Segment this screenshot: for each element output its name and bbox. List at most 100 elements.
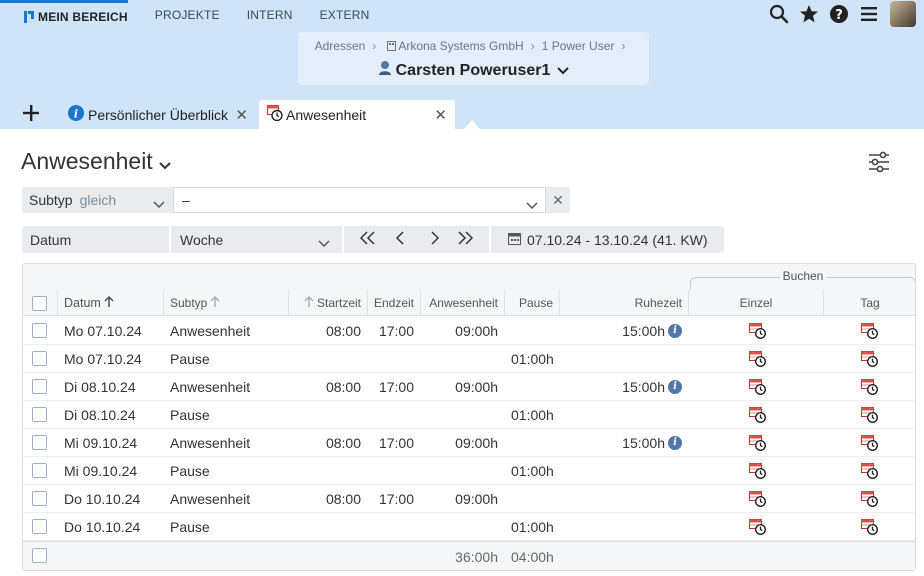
sort-up-icon xyxy=(104,296,114,310)
buchen-group-header: Buchen xyxy=(690,269,915,290)
cell-endzeit: 17:00 xyxy=(378,435,414,451)
close-icon[interactable]: ✕ xyxy=(235,107,248,124)
table-header: Buchen Datum Subtyp Startzeit Endzeit An… xyxy=(23,264,915,316)
book-day-icon[interactable] xyxy=(861,457,879,485)
column-header-endzeit[interactable]: Endzeit xyxy=(367,290,414,316)
tab-persoenlicher-ueberblick[interactable]: i Persönlicher Überblick ✕ xyxy=(58,100,256,129)
footer-checkbox[interactable] xyxy=(32,548,47,563)
avatar[interactable] xyxy=(890,1,916,27)
row-checkbox[interactable] xyxy=(32,323,47,338)
table-row[interactable]: Di 08.10.24 Pause 01:00h xyxy=(23,401,915,429)
cell-startzeit xyxy=(288,457,361,485)
breadcrumb-item[interactable]: 1 Power User xyxy=(541,39,615,53)
column-header-einzel[interactable]: Einzel xyxy=(689,290,823,316)
page-title[interactable]: Anwesenheit xyxy=(21,146,171,176)
book-single-icon[interactable] xyxy=(749,373,767,401)
row-checkbox[interactable] xyxy=(32,463,47,478)
book-day-icon[interactable] xyxy=(861,429,879,457)
cell-ruhezeit xyxy=(559,345,682,373)
date-range[interactable]: 07.10.24 - 13.10.24 (41. KW) xyxy=(508,232,708,248)
column-header-subtyp[interactable]: Subtyp xyxy=(170,290,220,316)
filter-value: – xyxy=(182,192,190,208)
book-single-icon[interactable] xyxy=(749,429,767,457)
row-checkbox[interactable] xyxy=(32,435,47,450)
row-checkbox[interactable] xyxy=(32,407,47,422)
book-day-icon[interactable] xyxy=(861,373,879,401)
column-header-startzeit[interactable]: Startzeit xyxy=(288,290,361,316)
column-header-pause[interactable]: Pause xyxy=(504,290,553,316)
star-icon[interactable] xyxy=(794,0,824,28)
table-row[interactable]: Mi 09.10.24 Anwesenheit 08:00 17:00 09:00h 15… xyxy=(23,429,915,457)
divider xyxy=(169,226,171,253)
info-icon[interactable]: i xyxy=(668,324,682,338)
book-day-icon[interactable] xyxy=(861,513,879,541)
column-header-anwesenheit[interactable]: Anwesenheit xyxy=(420,290,498,316)
row-checkbox[interactable] xyxy=(32,351,47,366)
nav-mein-bereich[interactable]: MEIN BEREICH xyxy=(0,0,128,30)
book-day-icon[interactable] xyxy=(861,345,879,373)
breadcrumb-item[interactable]: Arkona Systems GmbH xyxy=(398,39,524,53)
breadcrumb-item[interactable]: Adressen xyxy=(314,39,366,53)
book-single-icon[interactable] xyxy=(749,345,767,373)
book-single-icon[interactable] xyxy=(749,485,767,513)
info-icon[interactable]: i xyxy=(668,380,682,394)
cell-endzeit xyxy=(367,513,414,541)
cell-anwesenheit xyxy=(420,457,498,485)
nav-extern[interactable]: EXTERN xyxy=(320,8,370,22)
menu-icon[interactable] xyxy=(854,0,884,28)
table-row[interactable]: Mi 09.10.24 Pause 01:00h xyxy=(23,457,915,485)
table-row[interactable]: Do 10.10.24 Anwesenheit 08:00 17:00 09:00h xyxy=(23,485,915,513)
cell-startzeit xyxy=(288,345,361,373)
sort-up-icon xyxy=(210,296,220,310)
column-header-tag[interactable]: Tag xyxy=(824,290,915,316)
book-single-icon[interactable] xyxy=(749,513,767,541)
period-select[interactable]: Woche xyxy=(171,226,341,253)
table-row[interactable]: Di 08.10.24 Anwesenheit 08:00 17:00 09:00h 15… xyxy=(23,373,915,401)
row-checkbox[interactable] xyxy=(32,491,47,506)
tab-anwesenheit[interactable]: Anwesenheit ✕ xyxy=(259,100,455,129)
sliders-icon[interactable] xyxy=(868,151,890,176)
subtype-operator-select[interactable]: Subtyp gleich xyxy=(22,187,173,213)
table-row[interactable]: Mo 07.10.24 Pause 01:00h xyxy=(23,345,915,373)
prev-period-fast-button[interactable] xyxy=(359,230,376,248)
cell-datum: Do 10.10.24 xyxy=(64,491,141,507)
column-header-datum[interactable]: Datum xyxy=(64,290,114,316)
cell-anwesenheit: 09:00h xyxy=(455,491,498,507)
book-day-icon[interactable] xyxy=(861,401,879,429)
book-single-icon[interactable] xyxy=(749,317,767,345)
row-checkbox[interactable] xyxy=(32,519,47,534)
info-icon[interactable]: i xyxy=(668,436,682,450)
cell-endzeit: 17:00 xyxy=(378,379,414,395)
search-icon[interactable] xyxy=(764,0,794,28)
ruhezeit-value: 15:00h xyxy=(622,379,665,395)
prev-period-button[interactable] xyxy=(395,230,405,248)
breadcrumb-separator: › xyxy=(621,39,626,53)
tab-label: Persönlicher Überblick xyxy=(88,106,229,123)
nav-label: EXTERN xyxy=(319,8,370,22)
chevron-down-icon xyxy=(153,196,165,212)
book-single-icon[interactable] xyxy=(749,401,767,429)
help-icon[interactable]: ? xyxy=(824,0,854,28)
table-row[interactable]: Mo 07.10.24 Anwesenheit 08:00 17:00 09:00h 15… xyxy=(23,317,915,345)
column-header-ruhezeit[interactable]: Ruhezeit xyxy=(559,290,682,316)
row-checkbox[interactable] xyxy=(32,379,47,394)
book-day-icon[interactable] xyxy=(861,317,879,345)
add-tab-button[interactable] xyxy=(21,102,41,124)
next-period-button[interactable] xyxy=(430,230,440,248)
cell-anwesenheit xyxy=(420,401,498,429)
svg-text:?: ? xyxy=(835,8,843,23)
subtype-value-select[interactable]: – xyxy=(173,187,546,213)
next-period-fast-button[interactable] xyxy=(457,230,474,248)
nav-projekte[interactable]: PROJEKTE xyxy=(155,8,220,22)
cell-endzeit: 17:00 xyxy=(378,491,414,507)
close-icon: ✕ xyxy=(552,191,564,208)
clear-filter-button[interactable]: ✕ xyxy=(546,187,570,213)
person-selector[interactable]: Carsten Poweruser1 xyxy=(298,60,649,81)
cell-ruhezeit xyxy=(559,457,682,485)
close-icon[interactable]: ✕ xyxy=(434,107,447,124)
nav-intern[interactable]: INTERN xyxy=(247,8,293,22)
select-all-checkbox[interactable] xyxy=(32,296,47,311)
book-single-icon[interactable] xyxy=(749,457,767,485)
table-row[interactable]: Do 10.10.24 Pause 01:00h xyxy=(23,513,915,541)
book-day-icon[interactable] xyxy=(861,485,879,513)
